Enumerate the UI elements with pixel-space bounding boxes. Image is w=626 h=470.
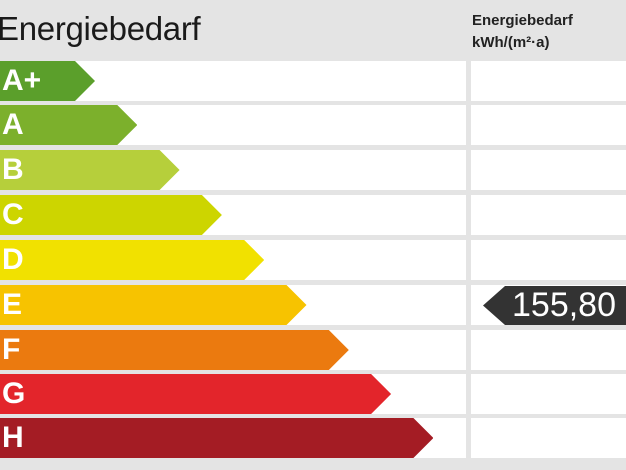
class-label: G <box>2 377 26 410</box>
class-label: F <box>2 333 21 366</box>
class-arrow-C: C <box>0 195 222 235</box>
class-arrow-H: H <box>0 418 434 458</box>
class-arrow-A+: A+ <box>0 61 95 101</box>
class-arrow-F: F <box>0 330 349 370</box>
class-label: A+ <box>2 64 42 97</box>
value-cell <box>471 418 626 458</box>
value-cell <box>471 330 626 370</box>
value-label: 155,80 <box>512 286 616 324</box>
class-arrow-E: E <box>0 285 307 325</box>
class-label: B <box>2 153 24 186</box>
class-arrow-D: D <box>0 240 265 280</box>
class-arrow-G: G <box>0 374 392 414</box>
chart-title: Energiebedarf <box>0 10 201 47</box>
value-cell <box>471 374 626 414</box>
value-cell <box>471 195 626 235</box>
value-cell <box>471 61 626 101</box>
class-arrow-A: A <box>0 105 138 145</box>
value-cell <box>471 240 626 280</box>
class-label: H <box>2 421 24 454</box>
class-label: D <box>2 243 24 276</box>
column-header: Energiebedarf kWh/(m²·a) <box>472 10 573 54</box>
class-label: A <box>2 108 24 141</box>
value-cell <box>471 150 626 190</box>
class-label: C <box>2 198 24 231</box>
class-label: E <box>2 288 23 321</box>
class-arrow-B: B <box>0 150 180 190</box>
value-pointer <box>483 286 626 325</box>
column-header-line1: Energiebedarf <box>472 12 573 29</box>
value-cell <box>471 105 626 145</box>
column-header-line2: kWh/(m²·a) <box>472 34 550 51</box>
